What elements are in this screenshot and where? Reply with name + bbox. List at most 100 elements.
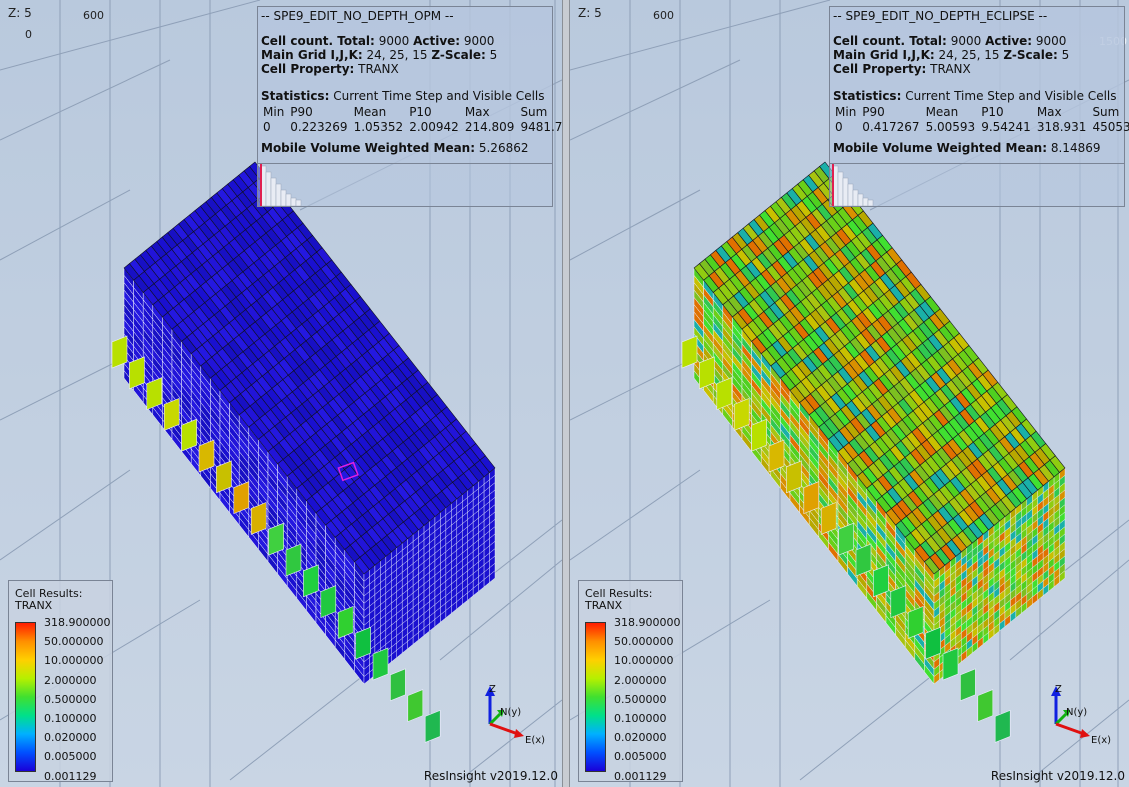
stats-header: Mean [925,105,959,119]
boundary-cell [233,481,250,515]
legend-property: TRANX [15,599,53,612]
stats-header: Sum [520,105,548,119]
zscale-value: 5 [489,48,498,62]
histogram-bar [275,183,282,207]
legend-value: 0.005000 [44,750,97,764]
legend-value: 0.001129 [44,769,97,783]
axis-triad[interactable] [480,682,550,742]
legend-value: 318.900000 [614,616,681,629]
background-grid-line [1029,699,1129,781]
background-grid-line [0,189,131,261]
stats-header: Min [263,105,285,119]
view-splitter[interactable] [562,0,570,787]
boundary-cell [146,377,163,411]
histogram-bar [280,189,287,207]
boundary-cell [181,418,197,452]
stats-value: 0.223269 [290,120,348,134]
legend-value: 0.005000 [614,750,667,764]
boundary-cell [716,377,733,411]
boundary-cell [303,564,319,598]
boundary-cell [163,397,180,431]
boundary-cell [820,501,837,535]
stats-value: 5.00593 [925,120,976,134]
stats-value: 214.809 [464,120,515,134]
stats-value: 9.54241 [981,120,1031,134]
axis-tick: 600 [653,9,674,22]
cell-count-value: 9000 [950,34,982,48]
z-scale-label: Z: 5 [8,6,32,20]
grid-cell [1059,570,1066,583]
mvw-label: Mobile Volume Weighted Mean: [261,141,476,155]
stats-header: P10 [981,105,1004,119]
grid-scene[interactable] [570,0,1129,787]
boundary-cell [733,397,750,431]
background-grid-line [1009,559,1129,661]
legend-value: 10.000000 [614,654,674,668]
app-version: ResInsight v2019.12.0 [990,769,1125,783]
background-grid-line [439,559,562,661]
background-grid-line [570,469,701,561]
grid-label: Main Grid I,J,K: [261,48,363,62]
stats-header: P90 [862,105,885,119]
grid-cell [1049,455,1066,473]
boundary-cell [994,709,1011,743]
histogram-bar [837,171,844,207]
mvw-value: 8.14869 [1050,141,1101,155]
color-legend: Cell Results: TRANX 318.900000 50.000000 10.… [8,580,113,783]
3d-view-left[interactable]: Z: 5 600 0 -- SPE9_EDIT_NO_DEPTH_OPM -- Cell… [0,0,562,787]
boundary-cell [424,709,441,743]
axis-tick: 0 [25,28,32,41]
boundary-cell [803,481,820,515]
stats-value: 1.05352 [353,120,404,134]
selected-cell [337,461,359,482]
info-box: -- SPE9_EDIT_NO_DEPTH_ECLIPSE -- Cell cou… [829,6,1129,164]
cell-count-label: Cell count. Total: [261,34,375,48]
histogram-bar [857,193,864,207]
histogram [257,163,553,207]
boundary-cell [873,564,889,598]
boundary-cell [337,605,354,639]
stats-header: P90 [290,105,313,119]
boundary-cell [942,647,959,681]
legend-value: 0.100000 [44,712,97,725]
background-grid-line [459,699,562,781]
cell-count-label: Cell count. Total: [833,34,947,48]
zscale-label: Z-Scale: [1003,48,1058,62]
zscale-value: 5 [1061,48,1070,62]
boundary-cell [855,543,872,577]
legend-value: 318.900000 [44,616,111,629]
grid-dims: 24, 25, 15 [366,48,428,62]
background-grid-line [0,0,261,71]
legend-value: 0.500000 [44,692,97,706]
background-grid-line [570,0,831,71]
histogram [829,163,1125,207]
property-label: Cell Property: [833,62,927,76]
histogram-bar [852,189,859,207]
boundary-cell [977,689,994,723]
histogram-bar [285,193,292,207]
axis-triad[interactable] [1046,682,1116,742]
stats-label: Statistics: [261,89,330,103]
histogram-bar [842,177,849,207]
grid-cell [489,570,496,583]
background-grid-line [570,59,741,141]
boundary-cell [285,543,302,577]
stats-value: 2.00942 [409,120,459,134]
case-title: -- SPE9_EDIT_NO_DEPTH_ECLIPSE -- [833,9,1048,23]
axis-n-label: N(y) [1066,707,1088,718]
active-value: 9000 [463,34,495,48]
stats-value: 9481.71 [520,120,562,134]
grid-label: Main Grid I,J,K: [833,48,935,62]
boundary-cell [268,522,284,556]
property-value: TRANX [358,62,399,76]
stats-header: P10 [409,105,432,119]
color-legend: Cell Results: TRANX 318.900000 50.000000 10.… [578,580,683,783]
grid-cell [479,455,496,473]
3d-view-right[interactable]: Z: 56001500-- SPE9_EDIT_NO_DEPTH_ECLIPSE… [570,0,1129,787]
legend-colorbar [585,622,606,772]
background-grid-line [0,359,121,421]
property-value: TRANX [930,62,971,76]
stats-value: 0.417267 [862,120,920,134]
legend-value: 0.001129 [614,769,667,783]
